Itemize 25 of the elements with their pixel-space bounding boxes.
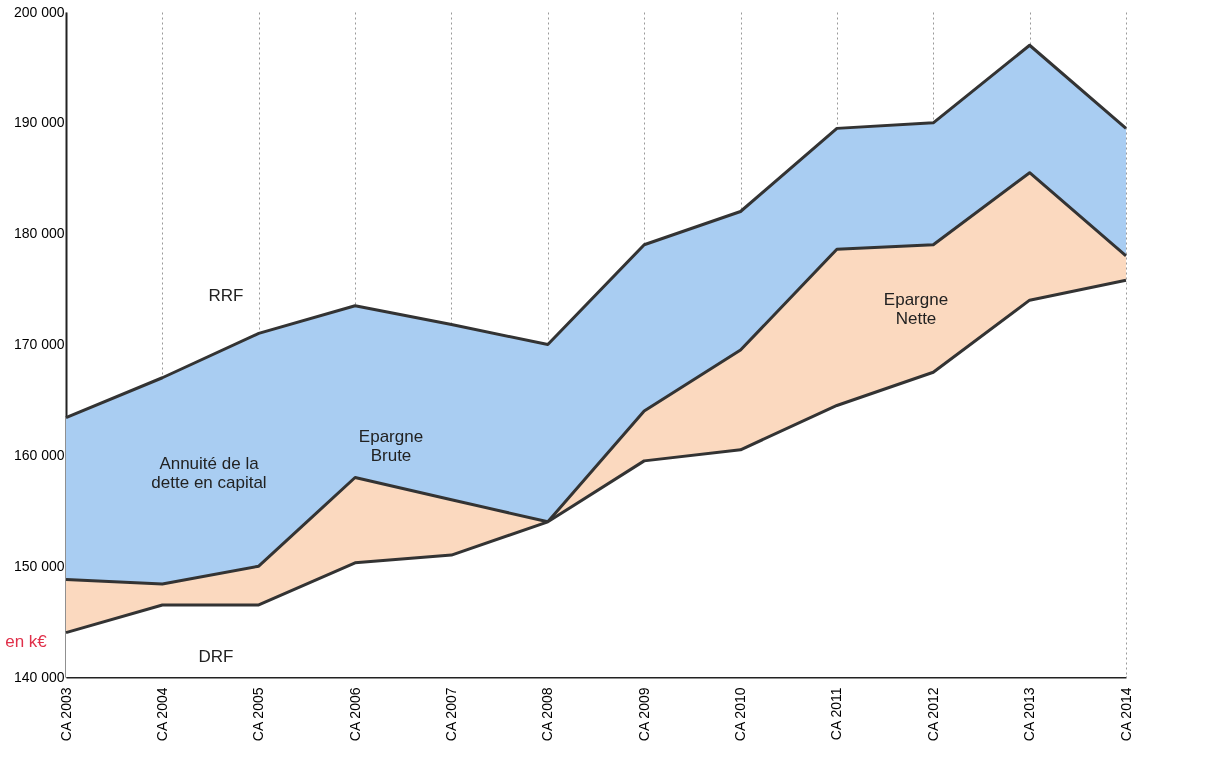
y-tick-label: 140 000 [13, 668, 65, 685]
x-tick-label: CA 2010 [732, 687, 749, 742]
x-tick-label: CA 2014 [1117, 687, 1134, 742]
text: en k€ [5, 632, 48, 651]
annotation: Annuité de la dette en capital [151, 454, 267, 492]
y-tick-label: 200 000 [13, 3, 65, 20]
x-tick-label: CA 2009 [635, 687, 652, 742]
y-tick-label: 150 000 [13, 557, 65, 574]
x-tick-label: CA 2004 [153, 687, 170, 742]
x-tick-label: CA 2013 [1021, 687, 1038, 742]
annotation: DRF [198, 647, 234, 666]
y-tick-label: 160 000 [13, 446, 65, 463]
x-tick-label: CA 2011 [828, 687, 845, 741]
x-tick-label: CA 2008 [539, 687, 556, 742]
x-tick-label: CA 2006 [346, 687, 363, 742]
y-tick-label: 190 000 [13, 114, 65, 131]
annotation: Epargne Brute [358, 427, 424, 465]
x-tick-label: CA 2003 [57, 687, 74, 742]
y-tick-label: 180 000 [13, 225, 65, 242]
y-tick-label: 170 000 [13, 336, 65, 352]
annotation: Epargne Nette [883, 290, 949, 328]
x-tick-label: CA 2005 [250, 687, 267, 742]
x-tick-label: CA 2012 [924, 687, 941, 742]
x-tick-label: CA 2007 [442, 687, 459, 742]
annotation: RRF [208, 286, 244, 305]
